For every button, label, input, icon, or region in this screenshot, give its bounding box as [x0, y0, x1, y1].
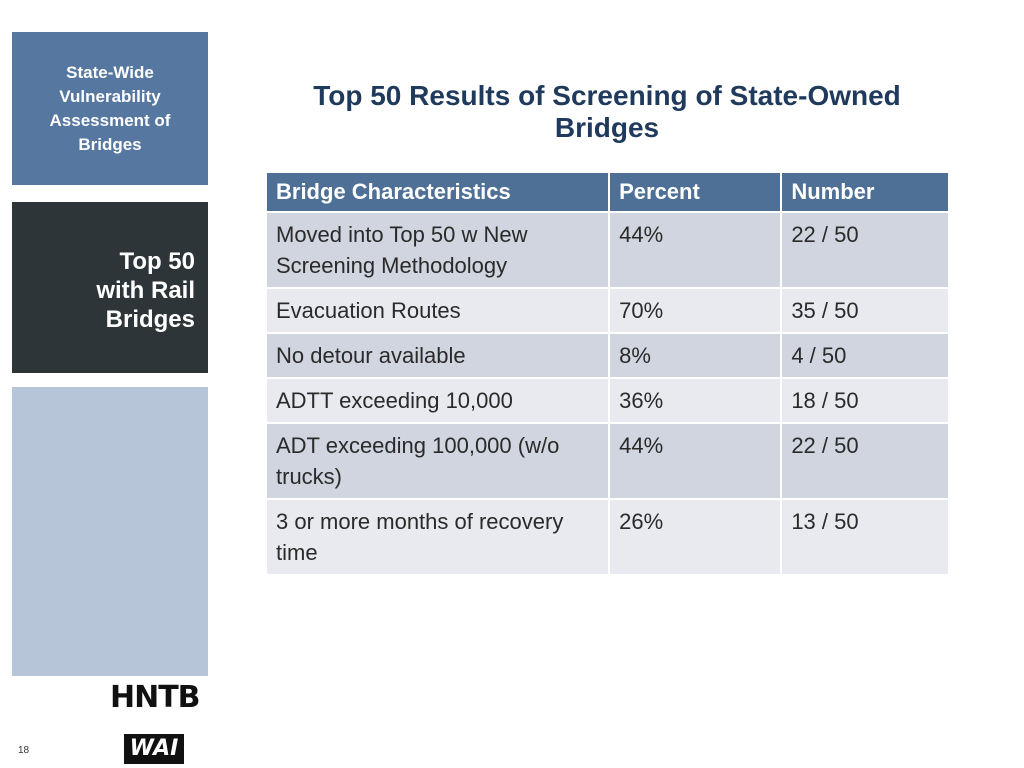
table-cell: 18 / 50	[780, 377, 950, 424]
header-cell: Number	[780, 171, 950, 213]
table-cell: ADTT exceeding 10,000	[264, 377, 611, 424]
table-cell: ADT exceeding 100,000 (w/o trucks)	[264, 422, 611, 500]
table-cell: 36%	[608, 377, 783, 424]
header-cell: Bridge Characteristics	[264, 171, 611, 213]
table-cell: 4 / 50	[780, 332, 950, 379]
table-cell: Evacuation Routes	[264, 287, 611, 334]
header-cell: Percent	[608, 171, 783, 213]
table-cell: 70%	[608, 287, 783, 334]
section-title: Top 50 with Rail Bridges	[12, 202, 208, 373]
table-row: No detour available 8% 4 / 50	[264, 332, 950, 379]
side-panel	[12, 387, 208, 676]
table-cell: 8%	[608, 332, 783, 379]
table-row: Evacuation Routes 70% 35 / 50	[264, 287, 950, 334]
table-cell: 22 / 50	[780, 422, 950, 500]
logo: HNTB	[110, 680, 201, 715]
slide-title: Top 50 Results of Screening of State-Own…	[313, 80, 901, 143]
table-cell: 13 / 50	[780, 498, 950, 576]
table-cell: 35 / 50	[780, 287, 950, 334]
table-row: 3 or more months of recovery time 26% 13 /…	[264, 498, 950, 576]
header-row: Bridge Characteristics Percent Number	[264, 171, 950, 213]
table-row: Moved into Top 50 w New Screening Method…	[264, 211, 950, 289]
table-cell: 26%	[608, 498, 783, 576]
results-table: Bridge Characteristics Percent Number Moved…	[264, 171, 950, 576]
table-cell: 44%	[608, 211, 783, 289]
table-row: ADTT exceeding 10,000 36% 18 / 50	[264, 377, 950, 424]
logo: WAI	[124, 734, 184, 764]
table-row: ADT exceeding 100,000 (w/o trucks) 44% 22 …	[264, 422, 950, 500]
table-cell: No detour available	[264, 332, 611, 379]
page-number: 18	[18, 745, 30, 756]
table-cell: Moved into Top 50 w New Screening Method…	[264, 211, 611, 289]
table-cell: 22 / 50	[780, 211, 950, 289]
table-cell: 3 or more months of recovery time	[264, 498, 611, 576]
deck-title: State-Wide Vulnerability Assessment of B…	[12, 32, 208, 185]
table-cell: 44%	[608, 422, 783, 500]
